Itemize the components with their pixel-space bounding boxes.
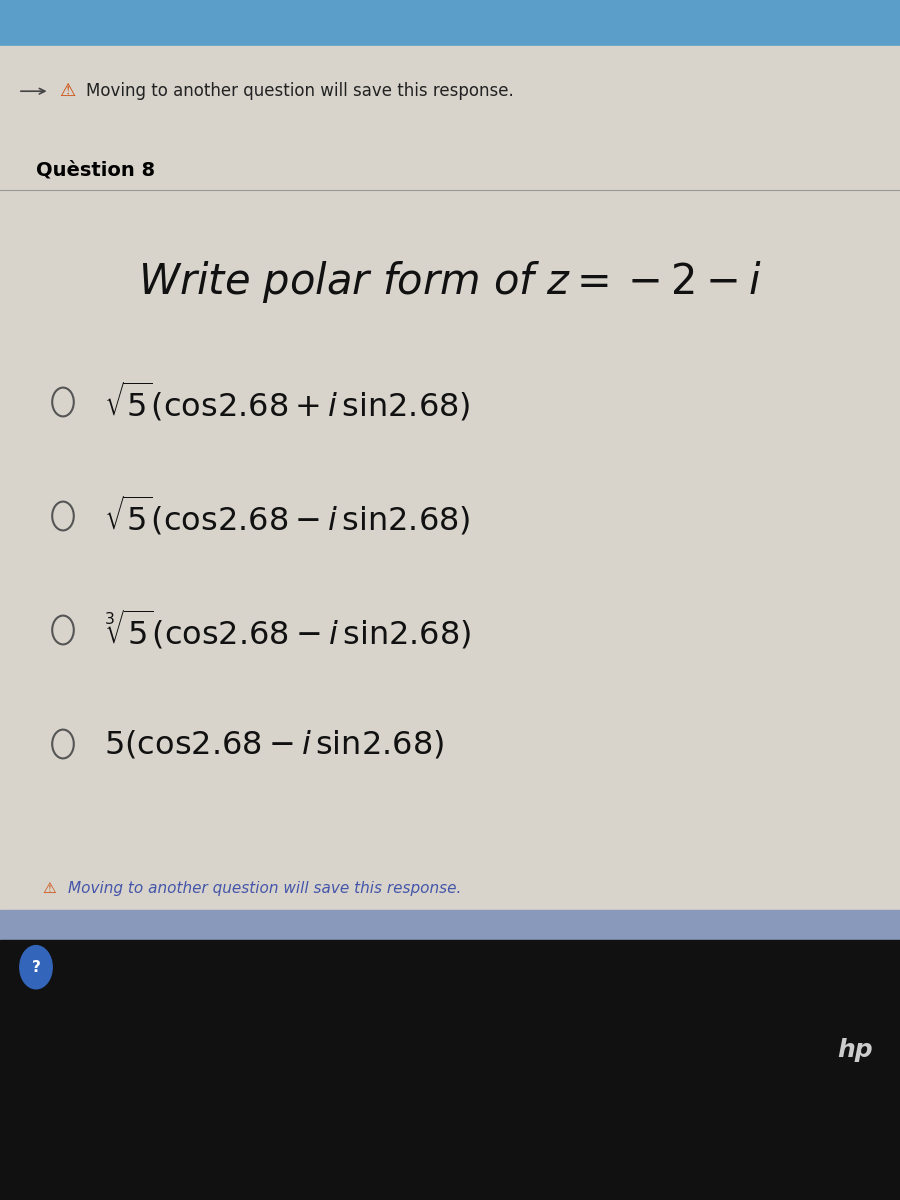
Text: $\sqrt{5}\left(\mathrm{cos}2.68 + i\,\mathrm{sin}2.68\right)$: $\sqrt{5}\left(\mathrm{cos}2.68 + i\,\ma… bbox=[104, 380, 470, 424]
Text: $\sqrt[3]{5}\left(\mathrm{cos}2.68 - i\,\mathrm{sin}2.68\right)$: $\sqrt[3]{5}\left(\mathrm{cos}2.68 - i\,… bbox=[104, 608, 471, 652]
Text: ?: ? bbox=[32, 960, 40, 974]
Text: ⚠: ⚠ bbox=[59, 82, 76, 101]
Text: $\sqrt{5}\left(\mathrm{cos}2.68 - i\,\mathrm{sin}2.68\right)$: $\sqrt{5}\left(\mathrm{cos}2.68 - i\,\ma… bbox=[104, 494, 470, 538]
Bar bbox=[0, 910, 900, 940]
Text: hp: hp bbox=[837, 1038, 873, 1062]
Text: ⚠: ⚠ bbox=[42, 881, 57, 895]
Text: Quèstion 8: Quèstion 8 bbox=[36, 161, 155, 180]
Text: Moving to another question will save this response.: Moving to another question will save thi… bbox=[86, 82, 513, 101]
Text: Write polar form of $z = -2 - i$: Write polar form of $z = -2 - i$ bbox=[139, 259, 761, 305]
Bar bbox=[0, 46, 900, 910]
Text: $5\left(\mathrm{cos}2.68 - i\,\mathrm{sin}2.68\right)$: $5\left(\mathrm{cos}2.68 - i\,\mathrm{si… bbox=[104, 728, 444, 760]
Text: Moving to another question will save this response.: Moving to another question will save thi… bbox=[68, 881, 461, 895]
Bar bbox=[0, 0, 900, 46]
Bar bbox=[0, 940, 900, 1200]
Circle shape bbox=[20, 946, 52, 989]
